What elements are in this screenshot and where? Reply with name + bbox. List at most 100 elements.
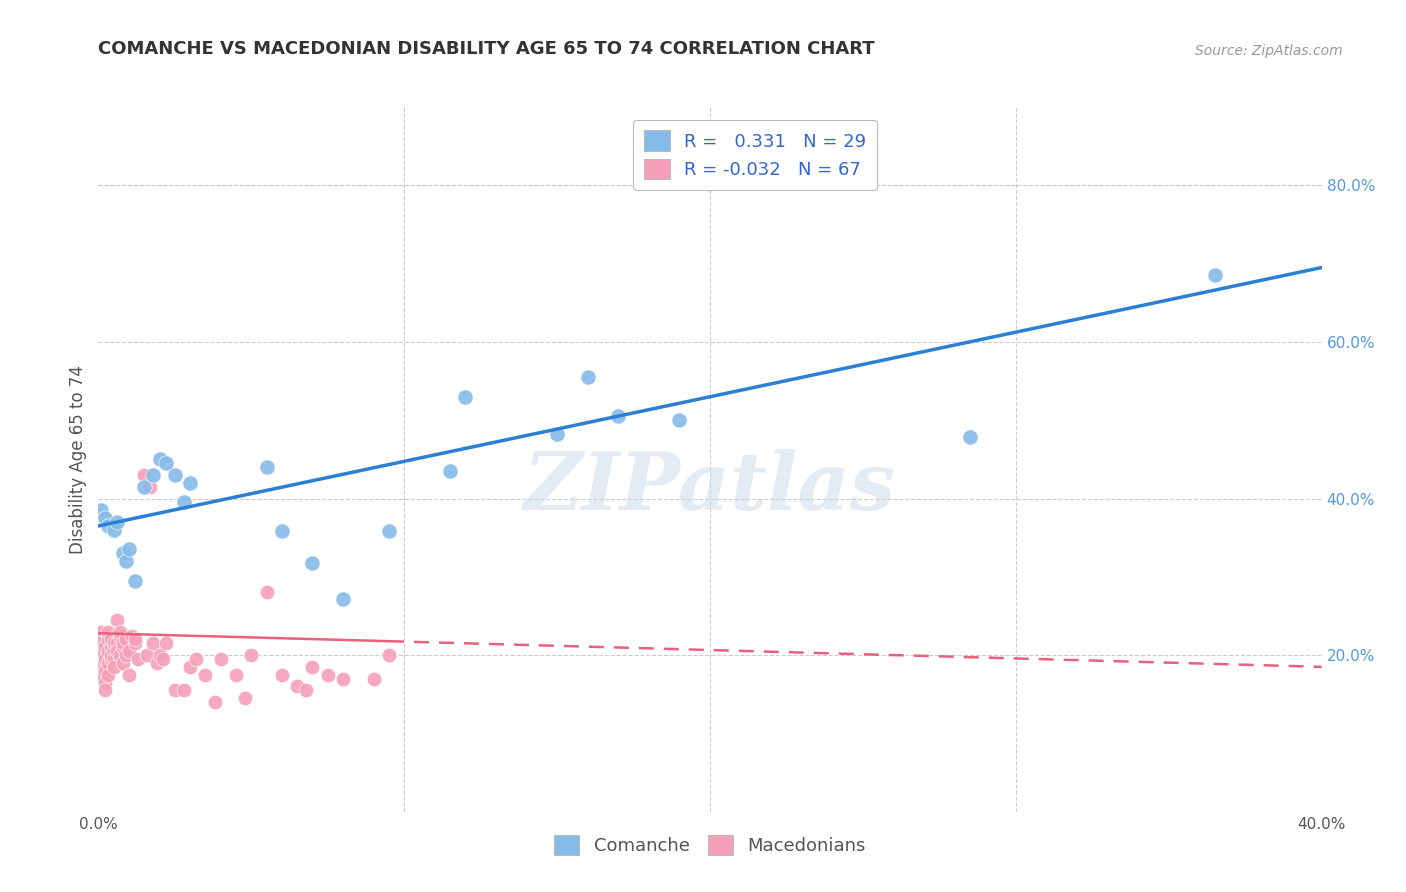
Point	[118, 667, 141, 681]
Point	[607, 409, 630, 424]
Point	[194, 667, 217, 681]
Point	[378, 648, 401, 662]
Point	[97, 644, 120, 658]
Point	[136, 648, 159, 662]
Point	[204, 695, 226, 709]
Point	[93, 511, 115, 525]
Point	[256, 460, 278, 475]
Point	[179, 475, 201, 490]
Point	[163, 468, 186, 483]
Point	[1204, 268, 1226, 283]
Point	[97, 624, 120, 639]
Point	[155, 456, 177, 470]
Point	[103, 644, 125, 658]
Point	[439, 464, 461, 478]
Point	[90, 624, 112, 639]
Point	[100, 640, 122, 655]
Point	[93, 683, 115, 698]
Point	[108, 628, 131, 642]
Point	[142, 468, 165, 483]
Point	[163, 683, 186, 698]
Point	[179, 660, 201, 674]
Point	[100, 632, 122, 647]
Point	[105, 636, 128, 650]
Point	[454, 390, 477, 404]
Point	[97, 656, 120, 670]
Point	[301, 556, 323, 570]
Point	[103, 523, 125, 537]
Point	[115, 632, 138, 647]
Point	[97, 632, 120, 647]
Point	[93, 652, 115, 666]
Text: Source: ZipAtlas.com: Source: ZipAtlas.com	[1195, 44, 1343, 58]
Point	[152, 652, 174, 666]
Point	[378, 524, 401, 539]
Point	[108, 648, 131, 662]
Point	[576, 370, 599, 384]
Point	[295, 683, 318, 698]
Point	[97, 667, 120, 681]
Point	[105, 644, 128, 658]
Point	[105, 613, 128, 627]
Point	[233, 691, 256, 706]
Point	[186, 652, 208, 666]
Point	[90, 660, 112, 674]
Point	[134, 480, 156, 494]
Point	[301, 660, 323, 674]
Point	[118, 644, 141, 658]
Point	[256, 585, 278, 599]
Point	[173, 683, 195, 698]
Point	[270, 667, 292, 681]
Point	[103, 660, 125, 674]
Point	[108, 624, 131, 639]
Point	[142, 636, 165, 650]
Point	[134, 468, 156, 483]
Point	[111, 640, 134, 655]
Point	[149, 452, 172, 467]
Point	[332, 591, 354, 606]
Point	[285, 680, 308, 694]
Point	[124, 632, 146, 647]
Point	[124, 636, 146, 650]
Point	[105, 515, 128, 529]
Point	[93, 664, 115, 678]
Point	[149, 648, 172, 662]
Point	[121, 628, 143, 642]
Legend: Comanche, Macedonians: Comanche, Macedonians	[547, 827, 873, 863]
Point	[93, 640, 115, 655]
Point	[155, 636, 177, 650]
Point	[118, 542, 141, 557]
Y-axis label: Disability Age 65 to 74: Disability Age 65 to 74	[69, 365, 87, 554]
Point	[546, 427, 568, 442]
Point	[668, 413, 690, 427]
Point	[100, 652, 122, 666]
Point	[959, 430, 981, 444]
Point	[111, 636, 134, 650]
Point	[240, 648, 263, 662]
Point	[90, 503, 112, 517]
Point	[124, 574, 146, 588]
Text: ZIPatlas: ZIPatlas	[524, 449, 896, 526]
Point	[103, 636, 125, 650]
Point	[103, 652, 125, 666]
Point	[139, 480, 162, 494]
Point	[100, 648, 122, 662]
Point	[115, 554, 138, 568]
Point	[90, 648, 112, 662]
Point	[127, 652, 149, 666]
Point	[93, 675, 115, 690]
Point	[145, 656, 167, 670]
Point	[115, 648, 138, 662]
Point	[90, 636, 112, 650]
Point	[209, 652, 232, 666]
Point	[97, 519, 120, 533]
Point	[173, 495, 195, 509]
Point	[111, 656, 134, 670]
Point	[225, 667, 247, 681]
Point	[111, 546, 134, 560]
Text: COMANCHE VS MACEDONIAN DISABILITY AGE 65 TO 74 CORRELATION CHART: COMANCHE VS MACEDONIAN DISABILITY AGE 65…	[98, 40, 875, 58]
Point	[363, 672, 385, 686]
Point	[332, 672, 354, 686]
Point	[270, 524, 292, 539]
Point	[90, 667, 112, 681]
